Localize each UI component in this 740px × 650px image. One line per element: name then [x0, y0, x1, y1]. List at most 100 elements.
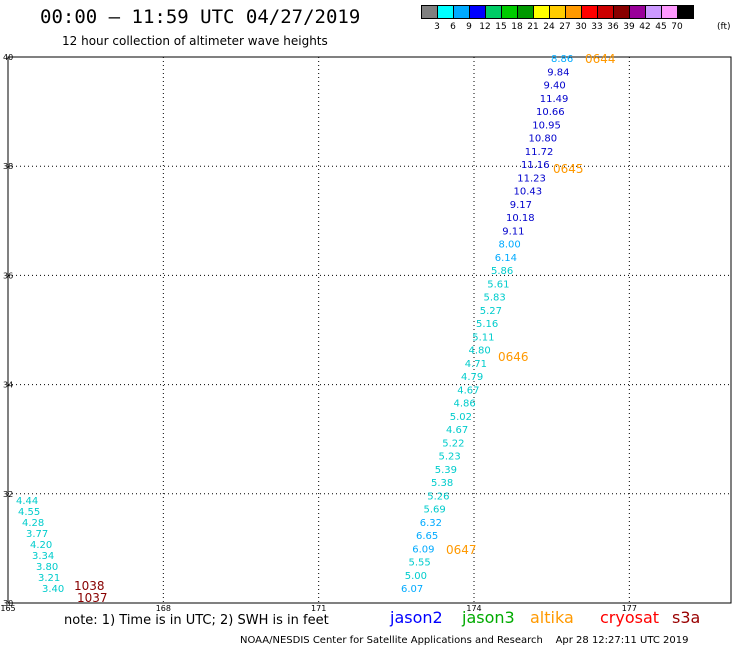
wave-height-value: 10.43	[514, 187, 543, 198]
axis-tick-labels: 165 168 171 174 177 30 32 34 36 38 40	[0, 53, 637, 613]
wave-height-value: 3.21	[38, 573, 60, 584]
wave-height-value: 4.67	[446, 425, 468, 436]
legend-swatches	[421, 5, 694, 19]
pass-time-label: 0646	[498, 350, 529, 364]
wave-height-value: 4.44	[16, 496, 38, 507]
wave-height-value: 3.40	[42, 584, 64, 595]
wave-height-value: 5.11	[472, 332, 494, 343]
wave-height-value: 10.80	[529, 134, 558, 145]
wave-height-value: 10.66	[536, 107, 565, 118]
x-tick-label: 165	[0, 604, 15, 613]
wave-height-value: 10.95	[532, 120, 561, 131]
legend-label: 3	[434, 22, 440, 32]
wave-height-value: 6.14	[495, 253, 517, 264]
wave-height-value: 9.11	[502, 226, 524, 237]
wave-height-value: 11.49	[540, 94, 569, 105]
wave-height-value: 5.02	[450, 412, 472, 423]
legend-label: 27	[559, 22, 571, 32]
color-legend: 3 6 9 12 15 18 21 24 27 30 33 36 39 42 45 70	[421, 5, 694, 32]
satellite-legend-item: jason2	[390, 608, 443, 627]
wave-height-value: 10.18	[506, 213, 535, 224]
legend-labels: 3 6 9 12 15 18 21 24 27 30 33 36 39 42 45 70	[429, 19, 693, 32]
wave-height-value: 8.86	[551, 54, 573, 65]
wave-height-value: 4.86	[454, 399, 476, 410]
wave-height-value: 6.65	[416, 531, 438, 542]
footer-credit: NOAA/NESDIS Center for Satellite Applica…	[240, 635, 689, 646]
track-main: 8.86 9.84 9.40 11.49 10.66 10.95 10.80 11.72 11.…	[401, 52, 616, 595]
map-title: 00:00 – 11:59 UTC 04/27/2019	[40, 6, 361, 28]
wave-height-value: 3.80	[36, 562, 58, 573]
wave-height-value: 4.79	[461, 372, 483, 383]
wave-height-value: 5.38	[431, 478, 453, 489]
wave-height-value: 8.00	[499, 240, 521, 251]
wave-height-value: 11.16	[521, 160, 550, 171]
wave-height-value: 4.20	[30, 540, 52, 551]
wave-height-value: 6.07	[401, 584, 423, 595]
legend-label: 30	[575, 22, 587, 32]
x-tick-label: 174	[466, 604, 481, 613]
pass-time-label: 0647	[446, 543, 477, 557]
legend-label: 21	[527, 22, 539, 32]
wave-height-value: 4.80	[469, 346, 491, 357]
map-subtitle: 12 hour collection of altimeter wave hei…	[62, 34, 328, 48]
wave-height-value: 4.67	[457, 385, 479, 396]
legend-label: 39	[623, 22, 635, 32]
wave-height-value: 9.17	[510, 200, 532, 211]
wave-height-value: 5.00	[405, 571, 427, 582]
wave-height-value: 4.28	[22, 518, 44, 529]
legend-label: 33	[591, 22, 603, 32]
y-tick-label: 30	[3, 599, 13, 608]
y-tick-label: 36	[3, 271, 13, 280]
track-jason3-west: 4.444.554.283.774.203.343.803.213.40 1038…	[16, 496, 108, 605]
pass-time-label: 0644	[585, 52, 616, 66]
wave-height-value: 5.26	[427, 491, 449, 502]
legend-label: 36	[607, 22, 619, 32]
legend-swatch	[677, 5, 694, 19]
x-tick-label: 177	[622, 604, 637, 613]
legend-label: 15	[495, 22, 507, 32]
x-tick-label: 171	[311, 604, 326, 613]
legend-label: 6	[450, 22, 456, 32]
legend-units: (ft)	[717, 22, 731, 32]
map-frame	[7, 56, 732, 604]
legend-label: 18	[511, 22, 523, 32]
satellite-legend-item: jason3	[462, 608, 515, 627]
wave-height-value: 11.23	[517, 173, 546, 184]
pass-time-label: 1037	[77, 591, 108, 605]
wave-height-value: 5.22	[442, 438, 464, 449]
legend-label: 12	[479, 22, 491, 32]
wave-height-value: 3.34	[32, 551, 54, 562]
legend-label: 24	[543, 22, 555, 32]
pass-time-label: 1038	[74, 579, 105, 593]
y-tick-label: 34	[3, 381, 13, 390]
legend-label: 42	[639, 22, 651, 32]
wave-height-value: 4.55	[18, 507, 40, 518]
wave-height-value: 9.40	[544, 81, 566, 92]
wave-height-value: 6.09	[412, 544, 434, 555]
wave-height-value: 5.55	[409, 558, 431, 569]
satellite-legend-item: s3a	[672, 608, 701, 627]
legend-label: 45	[655, 22, 667, 32]
x-tick-label: 168	[156, 604, 171, 613]
legend-label: 9	[466, 22, 472, 32]
wave-height-value: 4.71	[465, 359, 487, 370]
satellite-legend-item: cryosat	[600, 608, 660, 627]
pass-time-label: 0645	[553, 162, 584, 176]
wave-height-value: 6.32	[420, 518, 442, 529]
footnote: note: 1) Time is in UTC; 2) SWH is in fe…	[64, 613, 329, 628]
y-tick-label: 32	[3, 490, 13, 499]
wave-height-value: 3.77	[26, 529, 48, 540]
wave-height-value: 5.16	[476, 319, 498, 330]
wave-height-value: 5.39	[435, 465, 457, 476]
wave-height-value: 5.86	[491, 266, 513, 277]
grid-lines	[8, 57, 731, 603]
wave-height-value: 5.61	[487, 279, 509, 290]
y-tick-label: 40	[3, 53, 13, 62]
wave-height-value: 5.23	[439, 452, 461, 463]
wave-height-value: 5.69	[424, 505, 446, 516]
wave-height-value: 9.84	[547, 67, 569, 78]
wave-height-value: 5.83	[484, 293, 506, 304]
y-tick-label: 38	[3, 162, 13, 171]
satellite-legend-item: altika	[530, 608, 574, 627]
legend-label: 70	[671, 22, 683, 32]
